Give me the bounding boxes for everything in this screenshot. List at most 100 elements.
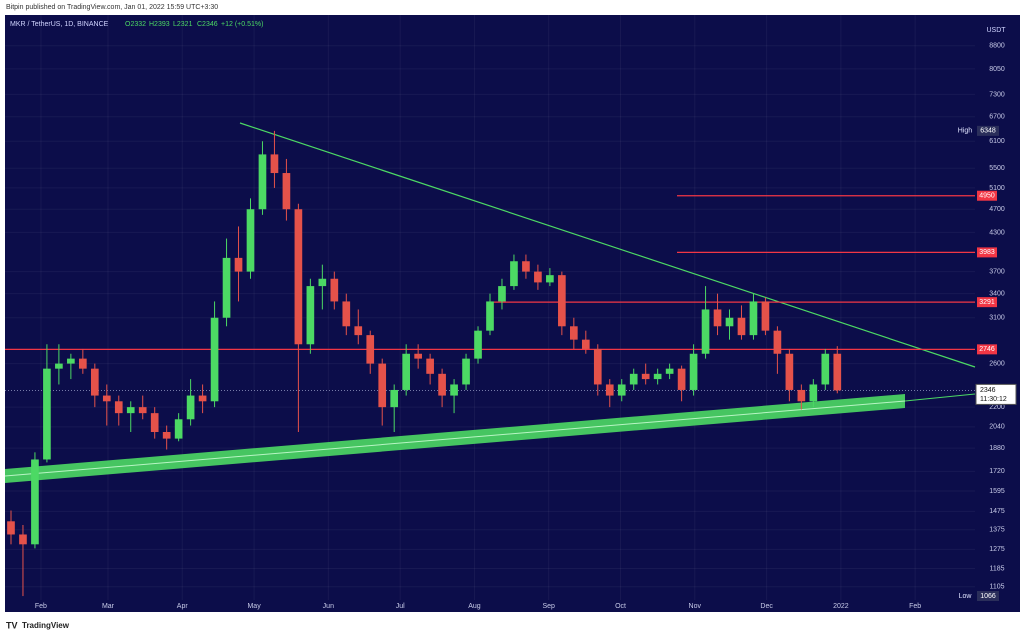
- candle-body: [90, 368, 99, 396]
- symbol-label: MKR / TetherUS, 1D, BINANCE: [10, 21, 109, 28]
- candle-body: [761, 301, 770, 331]
- y-tick-label: 1880: [989, 445, 1005, 452]
- currency-label: USDT: [986, 27, 1006, 34]
- candle-body: [366, 335, 375, 364]
- marker-value: 1066: [980, 593, 996, 600]
- x-tick-label: Nov: [689, 603, 702, 610]
- candle-body: [450, 384, 458, 396]
- candle-body: [342, 301, 351, 327]
- x-tick-label: Sep: [542, 603, 555, 610]
- ohlc-value: L2321: [173, 21, 193, 28]
- change-value: +12 (+0.51%): [221, 21, 263, 28]
- candle-body: [102, 395, 111, 402]
- candle-body: [498, 286, 506, 302]
- candle-body: [534, 271, 542, 283]
- candle-body: [43, 368, 51, 460]
- support-extension: [904, 393, 976, 402]
- level-tag: [977, 344, 997, 355]
- y-tick-label: 2600: [989, 360, 1005, 367]
- candle-body: [282, 173, 291, 210]
- x-tick-label: Oct: [615, 603, 626, 610]
- candle-body: [198, 395, 207, 402]
- candle-body: [222, 257, 231, 318]
- y-tick-label: 3400: [989, 290, 1005, 297]
- level-tag-label: 4950: [979, 193, 995, 200]
- x-tick-label: Feb: [909, 603, 921, 610]
- candle-body: [150, 413, 159, 433]
- resistance-trendline: [239, 122, 976, 368]
- marker-name: High: [958, 128, 973, 135]
- marker-value: 6348: [980, 128, 996, 135]
- candle-body: [462, 358, 470, 385]
- candle-body: [749, 301, 758, 336]
- candle-body: [402, 353, 411, 390]
- level-tag-label: 2746: [979, 346, 995, 353]
- candle-body: [773, 330, 782, 354]
- ohlc-value: C2346: [197, 21, 218, 28]
- marker-tag: [977, 591, 999, 601]
- axis: 8800 8050 7300 6700 6100 5500 5100 4700 4300 3700…: [35, 43, 1017, 610]
- candle-body: [785, 353, 794, 390]
- candle-body: [390, 389, 399, 408]
- candle-body: [330, 278, 339, 302]
- x-tick-label: Apr: [177, 603, 189, 610]
- last-price-tag: [975, 383, 1017, 405]
- candle-body: [378, 363, 387, 408]
- level-tag-label: 3983: [979, 249, 995, 256]
- candle-body: [246, 209, 255, 272]
- last-price-label: 2346: [980, 387, 996, 394]
- candle-body: [67, 358, 75, 364]
- candle-body: [617, 384, 626, 396]
- x-tick-label: May: [247, 603, 261, 610]
- candle-body: [725, 317, 734, 327]
- x-tick-label: Aug: [468, 603, 481, 610]
- y-tick-label: 1595: [989, 488, 1005, 495]
- candle-body: [186, 395, 195, 420]
- candle-body: [677, 368, 686, 390]
- x-tick-label: 2022: [833, 603, 849, 610]
- y-tick-label: 2200: [989, 404, 1005, 411]
- y-tick-label: 1375: [989, 527, 1005, 534]
- candle-body: [234, 257, 243, 272]
- candle-body: [821, 353, 830, 385]
- x-tick-label: Jun: [323, 603, 334, 610]
- y-tick-label: 2040: [989, 424, 1005, 431]
- y-tick-label: 3700: [989, 268, 1005, 275]
- countdown-label: 11:30:12: [980, 396, 1007, 403]
- candle-body: [414, 353, 422, 359]
- candle-body: [593, 348, 602, 385]
- y-tick-label: 7300: [989, 91, 1005, 98]
- candle-body: [510, 261, 518, 287]
- candle-body: [653, 373, 662, 380]
- candle-body: [31, 459, 39, 545]
- candle-body: [665, 368, 674, 374]
- candle-body: [126, 407, 135, 414]
- candles: [7, 130, 842, 597]
- candle-body: [19, 534, 27, 545]
- y-tick-label: 3100: [989, 315, 1005, 322]
- ohlc-value: H2393: [149, 21, 170, 28]
- level-tag-label: 3291: [979, 299, 995, 306]
- y-tick-label: 6700: [989, 114, 1005, 121]
- x-tick-label: Dec: [760, 603, 773, 610]
- brand: TradingView: [22, 621, 70, 630]
- candle-body: [258, 154, 267, 210]
- candle-body: [294, 209, 303, 345]
- candle-body: [809, 384, 818, 402]
- marker-name: Low: [959, 593, 973, 600]
- candle-body: [605, 384, 614, 396]
- candle-body: [797, 389, 806, 402]
- x-tick-label: Mar: [102, 603, 115, 610]
- candle-body: [833, 353, 842, 391]
- candle-body: [162, 432, 171, 439]
- publish-note: Bitpin published on TradingView.com, Jan…: [6, 4, 218, 11]
- candle-body: [737, 317, 746, 336]
- level-tag: [977, 247, 997, 258]
- candle-body: [210, 317, 219, 402]
- candle-body: [486, 301, 494, 331]
- candle-body: [354, 326, 363, 336]
- candle-body: [629, 373, 638, 385]
- level-tag: [977, 190, 997, 201]
- support-centerline: [4, 400, 906, 477]
